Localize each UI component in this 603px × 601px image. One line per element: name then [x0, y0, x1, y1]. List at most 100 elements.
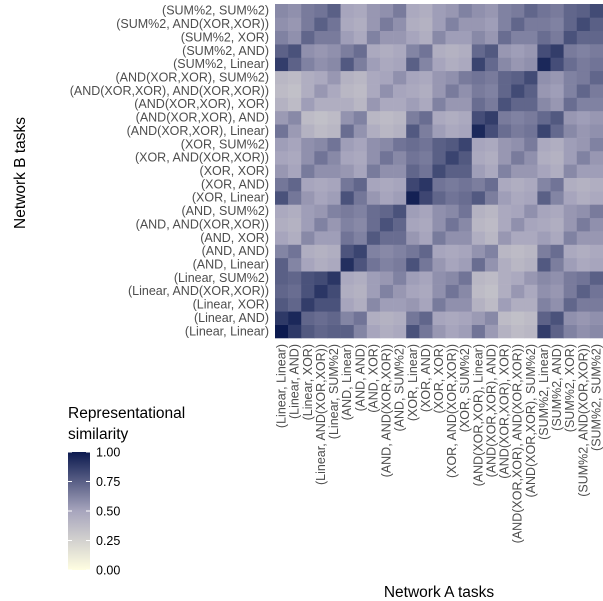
color-legend: Representational similarity 1.00 0.75 0.50… — [68, 405, 185, 578]
heatmap-cell — [353, 84, 368, 98]
heatmap-cell — [379, 284, 394, 299]
heatmap-cell — [589, 217, 603, 232]
heatmap-cell — [471, 124, 486, 138]
heatmap-cell — [379, 44, 394, 58]
heatmap-cell — [275, 137, 289, 152]
heatmap-cell — [340, 57, 355, 72]
heatmap-cell — [589, 70, 603, 85]
heatmap-cell — [576, 284, 591, 299]
heatmap-cell — [445, 4, 459, 18]
heatmap-cell — [314, 231, 328, 245]
heatmap-cell — [445, 84, 459, 98]
heatmap-cell — [301, 284, 315, 299]
heatmap-cell — [445, 271, 459, 285]
heatmap-cell — [340, 271, 355, 285]
x-tick-labels: (Linear, Linear) (Linear, AND) (Linear, XO… — [275, 344, 603, 543]
heatmap-cell — [589, 30, 603, 45]
heatmap-cell — [288, 137, 302, 152]
heatmap-cell — [366, 4, 381, 18]
heatmap-cell — [301, 84, 315, 98]
heatmap-cell — [432, 311, 446, 325]
heatmap-cell — [563, 217, 578, 232]
heatmap-cell — [327, 257, 341, 272]
x-tick-label: (XOR, AND(XOR,XOR)) — [445, 344, 459, 478]
heatmap-cell — [589, 97, 603, 112]
heatmap-cell — [484, 284, 499, 299]
heatmap-cell — [393, 191, 407, 205]
x-tick-label: (AND(XOR,XOR), AND(XOR,XOR)) — [511, 344, 525, 543]
heatmap-cell — [301, 97, 315, 112]
heatmap-cell — [419, 30, 433, 45]
heatmap-cell — [353, 217, 368, 232]
heatmap-cell — [379, 150, 394, 165]
heatmap-cell — [314, 311, 328, 325]
heatmap-cell — [550, 30, 564, 45]
heatmap-cell — [406, 164, 420, 178]
y-tick-label: (SUM%2, XOR) — [181, 30, 269, 44]
heatmap-cell — [340, 84, 355, 98]
heatmap-cell — [275, 30, 289, 45]
heatmap-cell — [419, 17, 433, 32]
heatmap-cell — [458, 137, 473, 152]
heatmap-cell — [445, 204, 459, 219]
heatmap-cell — [589, 57, 603, 72]
heatmap-cell — [484, 217, 499, 232]
heatmap-cell — [379, 70, 394, 85]
heatmap-cell — [563, 257, 578, 272]
heatmap-cell — [524, 124, 538, 138]
heatmap-cell — [301, 217, 315, 232]
heatmap-cell — [406, 84, 420, 98]
heatmap-cell — [288, 30, 302, 45]
heatmap-cell — [327, 231, 341, 245]
y-tick-label: (XOR, AND(XOR,XOR)) — [135, 151, 269, 165]
legend-tick-label: 0.25 — [96, 534, 120, 548]
heatmap-cell — [537, 244, 551, 259]
heatmap-cell — [340, 284, 355, 299]
x-tick-label: (XOR, SUM%2) — [458, 344, 472, 432]
heatmap-cell — [301, 57, 315, 72]
y-tick-label: (XOR, Linear) — [192, 191, 269, 205]
heatmap-cell — [393, 84, 407, 98]
heatmap-cell — [353, 231, 368, 245]
x-tick-label: (SUM%2, Linear) — [537, 344, 551, 440]
heatmap-cell — [550, 84, 564, 98]
heatmap-cell — [550, 57, 564, 72]
heatmap-cell — [576, 177, 591, 192]
heatmap-cell — [393, 70, 407, 85]
heatmap-cell — [366, 110, 381, 125]
heatmap-cell — [484, 70, 499, 85]
heatmap-cell — [353, 70, 368, 85]
heatmap-cell — [353, 204, 368, 219]
heatmap-cell — [471, 297, 486, 312]
heatmap-cell — [524, 244, 538, 259]
heatmap-cell — [511, 17, 525, 32]
heatmap-cell — [563, 164, 578, 178]
heatmap-cell — [524, 137, 538, 152]
heatmap-cell — [537, 44, 551, 58]
heatmap-cell — [327, 30, 341, 45]
heatmap-cell — [340, 137, 355, 152]
y-tick-label: (Linear, SUM%2) — [174, 271, 269, 285]
heatmap-cell — [563, 231, 578, 245]
heatmap-cell — [327, 204, 341, 219]
heatmap-cell — [393, 110, 407, 125]
heatmap-cell — [576, 191, 591, 205]
heatmap-cell — [484, 297, 499, 312]
heatmap-cell — [327, 97, 341, 112]
heatmap-cell — [393, 244, 407, 259]
heatmap-cell — [563, 177, 578, 192]
heatmap-cell — [379, 311, 394, 325]
legend-tick-label: 0.50 — [96, 505, 120, 519]
heatmap-cell — [301, 311, 315, 325]
heatmap-cell — [419, 97, 433, 112]
heatmap-cell — [537, 257, 551, 272]
heatmap-cell — [589, 4, 603, 18]
heatmap-cell — [563, 70, 578, 85]
heatmap-cell — [576, 244, 591, 259]
heatmap-cell — [458, 17, 473, 32]
heatmap-cell — [550, 44, 564, 58]
heatmap-cell — [353, 297, 368, 312]
heatmap-cell — [471, 110, 486, 125]
heatmap-cell — [393, 257, 407, 272]
heatmap-cell — [288, 110, 302, 125]
